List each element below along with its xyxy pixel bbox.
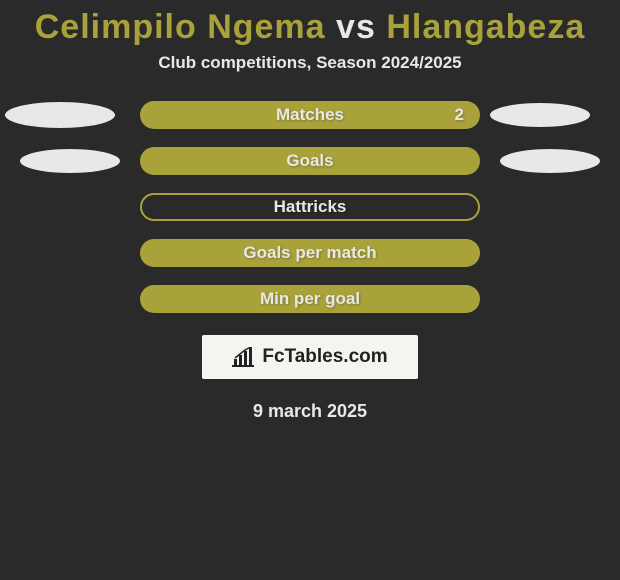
snapshot-date: 9 march 2025 — [0, 401, 620, 422]
stat-label: Goals per match — [140, 243, 480, 263]
player2-name: Hlangabeza — [386, 8, 585, 46]
side-ellipse — [20, 149, 120, 173]
stat-label: Min per goal — [140, 289, 480, 309]
comparison-title: Celimpilo Ngema vs Hlangabeza — [0, 0, 620, 53]
stat-label: Matches — [140, 105, 480, 125]
stat-rows: Matches2 Goals Hattricks Goals per match Min… — [0, 101, 620, 313]
stat-bar: Min per goal — [140, 285, 480, 313]
stat-value: 2 — [455, 105, 464, 125]
side-ellipse — [490, 103, 590, 127]
stat-row: Goals — [0, 147, 620, 175]
stat-bar: Matches2 — [140, 101, 480, 129]
stat-bar: Goals per match — [140, 239, 480, 267]
stat-row: Min per goal — [0, 285, 620, 313]
stat-bar: Hattricks — [140, 193, 480, 221]
stat-row: Goals per match — [0, 239, 620, 267]
side-ellipse — [500, 149, 600, 173]
vs-separator: vs — [336, 8, 376, 46]
player1-name: Celimpilo Ngema — [35, 8, 326, 46]
side-ellipse — [5, 102, 115, 128]
stat-row: Matches2 — [0, 101, 620, 129]
subtitle: Club competitions, Season 2024/2025 — [0, 53, 620, 101]
stat-label: Hattricks — [142, 197, 478, 217]
logo-text: FcTables.com — [262, 346, 387, 368]
logo-box: FcTables.com — [202, 335, 418, 379]
stat-bar: Goals — [140, 147, 480, 175]
stat-label: Goals — [140, 151, 480, 171]
fctables-chart-icon — [232, 347, 256, 367]
stat-row: Hattricks — [0, 193, 620, 221]
